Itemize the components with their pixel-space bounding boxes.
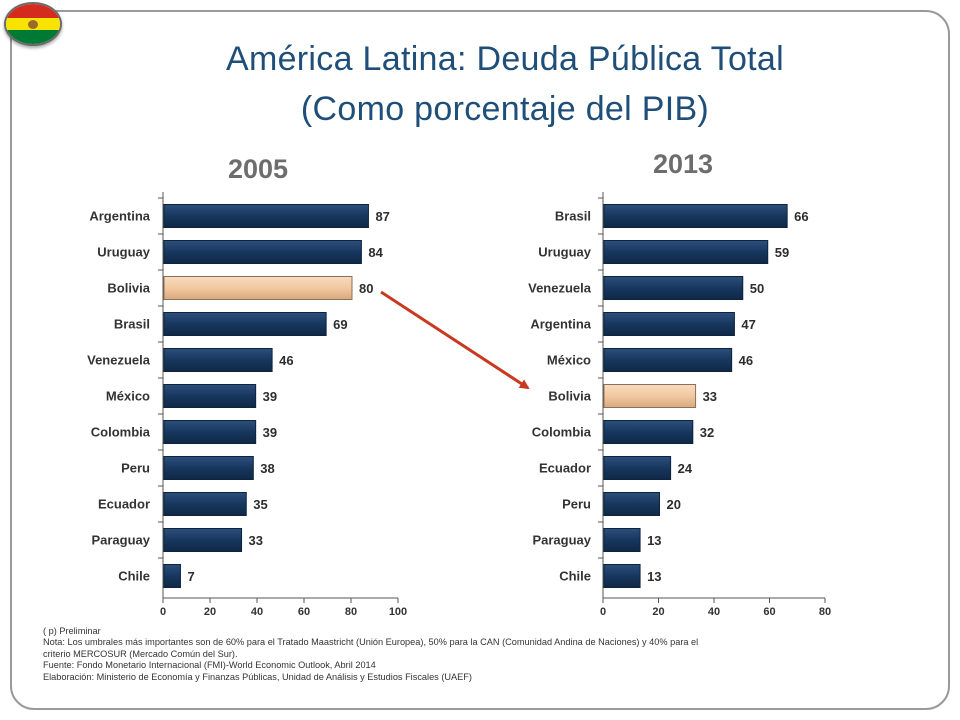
bar (603, 528, 641, 552)
bar (603, 492, 660, 516)
category-label: Paraguay (532, 533, 591, 548)
category-label: Ecuador (539, 461, 591, 476)
value-label: 33 (703, 389, 717, 404)
value-label: 39 (263, 389, 277, 404)
chart-year-label: 2005 (228, 154, 288, 184)
value-label: 13 (647, 569, 661, 584)
value-label: 69 (333, 317, 347, 332)
category-label: Venezuela (528, 281, 592, 296)
category-label: Bolivia (548, 389, 591, 404)
bar (163, 456, 254, 480)
category-label: Bolivia (107, 281, 150, 296)
value-label: 7 (187, 569, 194, 584)
bar (163, 492, 247, 516)
value-label: 32 (700, 425, 714, 440)
slide-title: América Latina: Deuda Pública Total (Com… (0, 34, 960, 134)
chart-year-label: 2013 (653, 149, 713, 179)
x-tick-label: 20 (652, 606, 664, 618)
category-label: Brasil (555, 209, 591, 224)
bar (603, 204, 788, 228)
value-label: 39 (263, 425, 277, 440)
category-label: Colombia (532, 425, 592, 440)
category-label: México (547, 353, 591, 368)
flag-green-stripe (6, 30, 60, 44)
bar (603, 276, 744, 300)
x-tick-label: 60 (298, 606, 310, 618)
value-label: 66 (794, 209, 808, 224)
bar (603, 348, 733, 372)
footnotes: ( p) Preliminar Nota: Los umbrales más i… (43, 626, 938, 683)
bar (163, 564, 181, 588)
bar (603, 240, 769, 264)
note-line: ( p) Preliminar (43, 626, 101, 636)
category-label: Ecuador (98, 497, 150, 512)
bar (163, 348, 273, 372)
x-tick-label: 0 (160, 606, 166, 618)
x-tick-label: 20 (204, 606, 216, 618)
category-label: Paraguay (91, 533, 150, 548)
value-label: 46 (279, 353, 293, 368)
x-tick-label: 100 (389, 606, 407, 618)
bar (163, 204, 369, 228)
category-label: Peru (562, 497, 591, 512)
category-label: Chile (118, 569, 150, 584)
category-label: Uruguay (97, 245, 151, 260)
category-label: Uruguay (538, 245, 592, 260)
x-tick-label: 40 (708, 606, 720, 618)
note-line: criterio MERCOSUR (Mercado Común del Sur… (43, 648, 238, 659)
bar (163, 384, 257, 408)
bar-highlighted (163, 276, 353, 300)
bar (603, 456, 672, 480)
x-tick-label: 0 (600, 606, 606, 618)
x-tick-label: 80 (345, 606, 357, 618)
x-tick-label: 80 (819, 606, 831, 618)
value-label: 50 (750, 281, 764, 296)
value-label: 46 (739, 353, 753, 368)
note-line: Fuente: Fondo Monetario Internacional (F… (43, 660, 376, 671)
note-line: Elaboración: Ministerio de Economía y Fi… (43, 671, 472, 682)
bar (163, 240, 362, 264)
bar-highlighted (603, 384, 697, 408)
bar (603, 564, 641, 588)
category-label: México (106, 389, 150, 404)
category-label: Brasil (114, 317, 150, 332)
value-label: 59 (775, 245, 789, 260)
value-label: 20 (667, 497, 681, 512)
value-label: 33 (249, 533, 263, 548)
bar (603, 420, 694, 444)
connecting-arrow (380, 290, 530, 390)
value-label: 13 (647, 533, 661, 548)
note-line: Nota: Los umbrales más importantes son d… (43, 637, 699, 648)
value-label: 24 (678, 461, 693, 476)
bolivia-flag-icon (4, 2, 62, 46)
bar (163, 312, 327, 336)
value-label: 38 (260, 461, 274, 476)
bar (603, 312, 735, 336)
category-label: Peru (121, 461, 150, 476)
bar (163, 528, 243, 552)
value-label: 84 (368, 245, 383, 260)
flag-red-stripe (6, 4, 60, 18)
value-label: 87 (375, 209, 389, 224)
flag-emblem (28, 19, 38, 29)
value-label: 47 (741, 317, 755, 332)
category-label: Venezuela (87, 353, 151, 368)
category-label: Colombia (91, 425, 151, 440)
title-line-2: (Como porcentaje del PIB) (300, 90, 710, 128)
title-line-1: América Latina: Deuda Pública Total (226, 40, 784, 78)
bar (163, 420, 257, 444)
value-label: 35 (253, 497, 267, 512)
value-label: 80 (359, 281, 373, 296)
x-tick-label: 60 (763, 606, 775, 618)
category-label: Chile (559, 569, 591, 584)
category-label: Argentina (89, 209, 150, 224)
category-label: Argentina (530, 317, 591, 332)
x-tick-label: 40 (251, 606, 263, 618)
